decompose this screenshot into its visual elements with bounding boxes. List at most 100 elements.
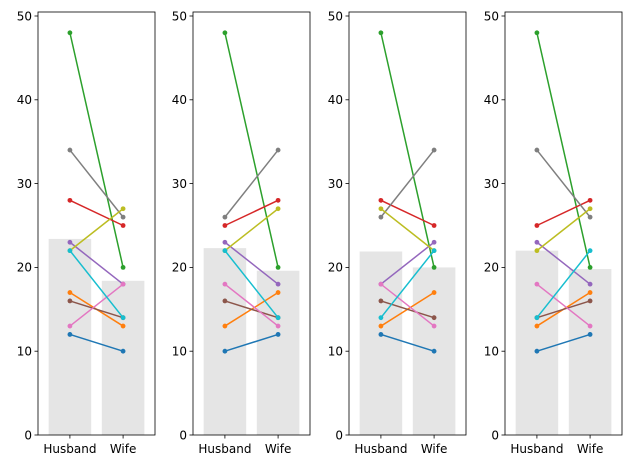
point-husband-6 — [67, 298, 73, 304]
pair-line-3 — [69, 32, 124, 268]
point-wife-3 — [587, 265, 593, 270]
point-wife-1 — [120, 348, 126, 354]
y-tick-label: 10 — [17, 345, 32, 359]
point-husband-10 — [222, 248, 228, 254]
point-husband-1 — [378, 332, 384, 337]
pair-line-8 — [224, 149, 279, 218]
point-husband-4 — [534, 223, 540, 228]
x-tick-label: Wife — [577, 442, 604, 456]
point-wife-5 — [431, 239, 437, 245]
x-tick-label: Wife — [110, 442, 137, 456]
point-husband-10 — [67, 248, 73, 254]
y-tick-label: 20 — [172, 261, 187, 275]
pair-line-6 — [380, 300, 435, 319]
pair-line-7 — [224, 283, 279, 327]
axes-frame — [37, 11, 156, 436]
point-wife-8 — [275, 147, 281, 153]
y-tick-label: 0 — [179, 428, 187, 442]
pair-line-3 — [380, 32, 435, 268]
point-husband-3 — [534, 30, 540, 36]
point-wife-2 — [120, 323, 126, 329]
point-wife-2 — [587, 290, 593, 295]
point-wife-7 — [275, 323, 281, 329]
pair-line-1 — [380, 333, 435, 352]
panel-3: 0 10 20 30 40 50 Husband Wife — [328, 9, 467, 456]
point-wife-2 — [275, 290, 281, 295]
x-tick-label: Husband — [510, 442, 563, 456]
point-wife-10 — [120, 315, 126, 321]
point-husband-7 — [222, 281, 228, 287]
y-tick-label: 20 — [328, 261, 343, 275]
point-husband-4 — [222, 223, 228, 228]
y-tick-label: 10 — [328, 345, 343, 359]
point-husband-8 — [67, 147, 73, 153]
point-wife-3 — [120, 265, 126, 270]
pair-line-5 — [536, 241, 591, 285]
point-wife-7 — [587, 323, 593, 329]
point-wife-2 — [431, 290, 437, 295]
pair-line-10 — [380, 250, 435, 319]
point-husband-1 — [222, 348, 228, 354]
bar-husband — [359, 251, 403, 435]
point-husband-1 — [534, 348, 540, 354]
point-wife-3 — [275, 265, 281, 270]
pair-line-4 — [380, 199, 435, 227]
pair-line-4 — [69, 199, 124, 227]
point-wife-1 — [275, 332, 281, 337]
point-wife-8 — [431, 147, 437, 153]
point-wife-6 — [587, 298, 593, 304]
point-husband-1 — [67, 332, 73, 337]
pair-line-6 — [69, 300, 124, 319]
bar-husband — [48, 238, 92, 435]
pair-line-1 — [224, 333, 279, 352]
point-husband-10 — [534, 315, 540, 321]
point-wife-9 — [120, 206, 126, 212]
y-tick-label: 10 — [172, 345, 187, 359]
point-husband-7 — [534, 281, 540, 287]
point-wife-10 — [275, 315, 281, 321]
point-wife-3 — [431, 265, 437, 270]
pair-line-8 — [380, 149, 435, 218]
pair-line-9 — [380, 208, 435, 252]
pair-line-8 — [536, 149, 591, 218]
y-tick-label: 30 — [328, 177, 343, 191]
point-wife-9 — [587, 206, 593, 212]
pair-line-9 — [224, 208, 279, 252]
y-tick-label: 20 — [484, 261, 499, 275]
point-husband-7 — [67, 323, 73, 329]
panel-4: 0 10 20 30 40 50 Husband Wife — [484, 9, 623, 456]
point-husband-6 — [378, 298, 384, 304]
panel-2: 0 10 20 30 40 50 Husband Wife — [172, 9, 311, 456]
x-tick-label: Wife — [421, 442, 448, 456]
point-husband-10 — [378, 315, 384, 321]
pair-line-5 — [380, 241, 435, 285]
pair-line-3 — [536, 32, 591, 268]
bar-husband — [515, 250, 559, 435]
point-wife-4 — [120, 223, 126, 228]
point-husband-5 — [222, 239, 228, 245]
point-husband-5 — [534, 239, 540, 245]
point-wife-1 — [431, 348, 437, 354]
pair-line-1 — [69, 333, 124, 352]
pair-line-10 — [536, 250, 591, 319]
point-wife-4 — [431, 223, 437, 228]
point-husband-3 — [222, 30, 228, 36]
point-wife-8 — [120, 214, 126, 220]
y-tick-label: 50 — [484, 9, 499, 23]
pair-line-8 — [69, 149, 124, 218]
y-tick-label: 30 — [484, 177, 499, 191]
bar-wife — [568, 269, 612, 435]
y-tick-label: 50 — [172, 9, 187, 23]
point-husband-8 — [378, 214, 384, 220]
bar-wife — [101, 280, 145, 435]
y-tick-label: 10 — [484, 345, 499, 359]
point-husband-7 — [378, 281, 384, 287]
point-husband-8 — [222, 214, 228, 220]
pair-line-1 — [536, 333, 591, 352]
pair-line-9 — [69, 208, 124, 252]
axes-frame — [348, 11, 467, 436]
point-wife-6 — [431, 315, 437, 321]
pair-line-10 — [224, 250, 279, 319]
point-husband-9 — [378, 206, 384, 212]
